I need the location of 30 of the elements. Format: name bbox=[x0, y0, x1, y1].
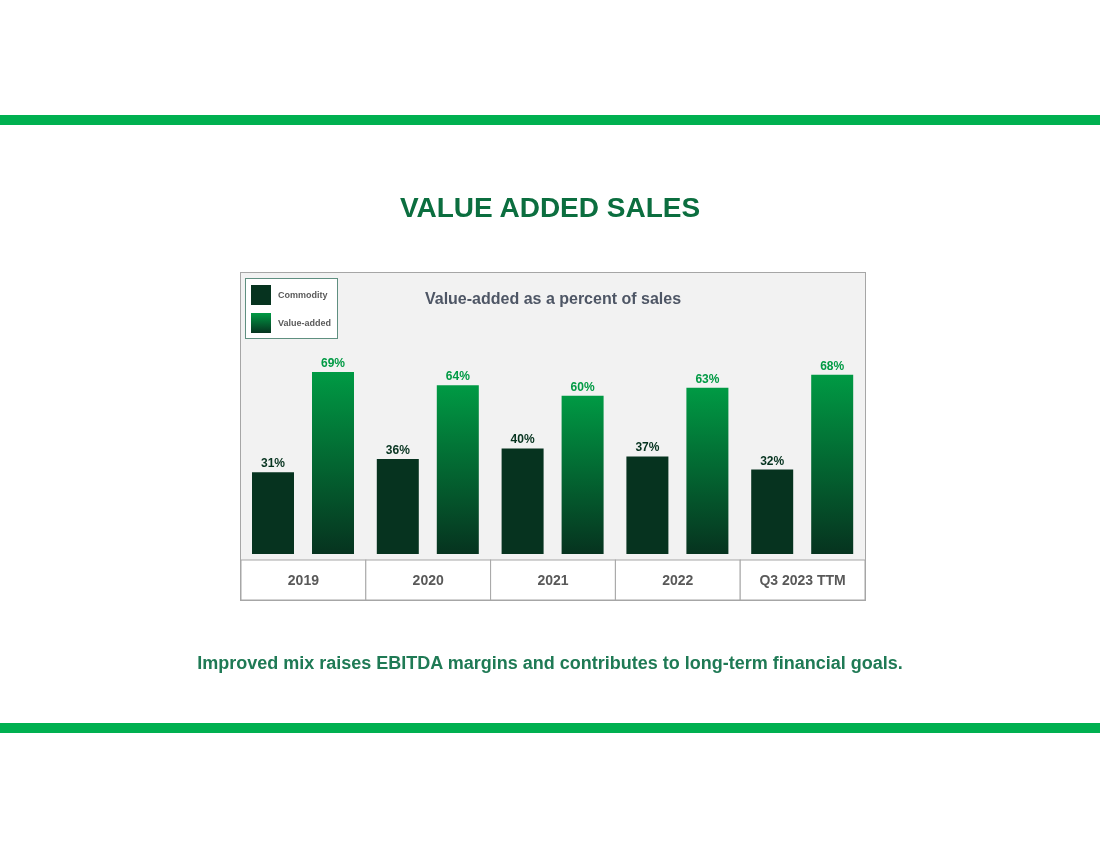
chart-subtitle: Value-added as a percent of sales bbox=[424, 290, 682, 307]
bar bbox=[376, 459, 419, 554]
data-label: 40% bbox=[510, 432, 535, 447]
bar bbox=[561, 395, 604, 554]
bar bbox=[811, 374, 854, 554]
x-tick-label: 2020 bbox=[412, 572, 444, 588]
data-label: 60% bbox=[570, 379, 595, 394]
x-tick-label: Q3 2023 TTM bbox=[759, 572, 846, 588]
text: Improved mix raises EBITDA margins and contributes to long-term financial goals. bbox=[197, 652, 903, 675]
bar bbox=[501, 448, 544, 554]
legend-label: Value-added bbox=[278, 318, 332, 328]
data-label: 63% bbox=[695, 371, 720, 386]
legend-label: Commodity bbox=[278, 290, 328, 300]
x-tick-label: 2022 bbox=[662, 572, 694, 588]
bar bbox=[252, 472, 294, 554]
bar bbox=[312, 372, 354, 554]
data-label: 68% bbox=[820, 358, 845, 373]
data-label: 36% bbox=[385, 443, 411, 458]
bar bbox=[751, 469, 794, 554]
bar bbox=[436, 385, 479, 554]
data-label: 37% bbox=[635, 440, 660, 455]
chart-title: VALUE ADDED SALES bbox=[398, 191, 702, 225]
data-label: 32% bbox=[760, 453, 785, 468]
data-label: 31% bbox=[260, 456, 286, 471]
x-tick-label: 2021 bbox=[537, 572, 569, 588]
bar bbox=[686, 387, 729, 554]
data-label: 64% bbox=[445, 369, 471, 384]
data-label: 69% bbox=[320, 356, 346, 370]
x-tick-label: 2019 bbox=[287, 572, 320, 588]
bar bbox=[626, 456, 669, 554]
